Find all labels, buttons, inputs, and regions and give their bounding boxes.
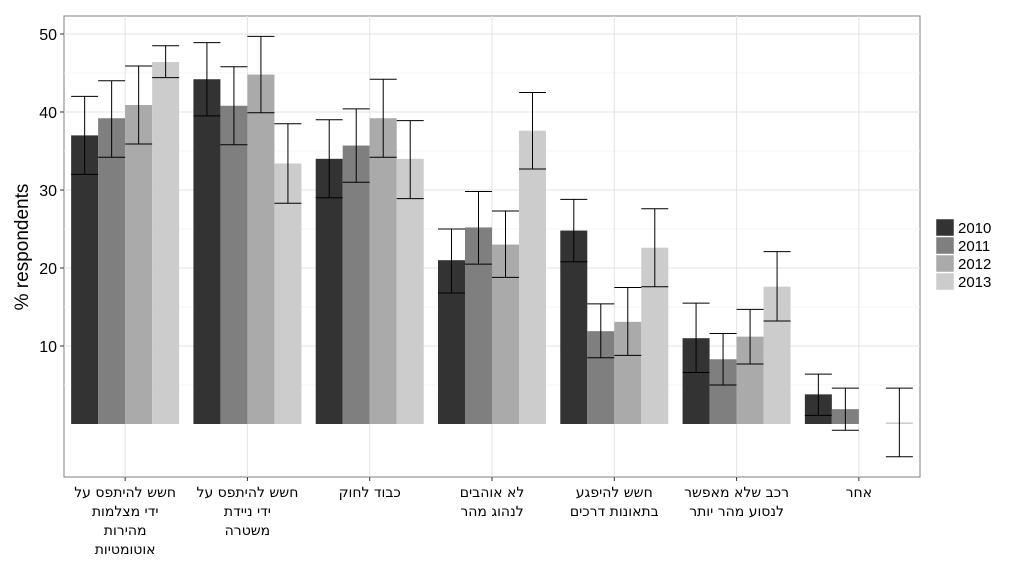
x-tick-label: חשש להיפגע בתאונות דרכים xyxy=(570,485,659,520)
x-tick-label: לא אוהבים לנהוג מהר xyxy=(460,485,525,520)
y-tick-label: 40 xyxy=(39,105,57,122)
y-axis: 10 20 30 40 50 xyxy=(39,27,64,356)
x-axis: חשש להיתפס על ידי מצלמות מהירות אוטומטיותחש… xyxy=(74,477,872,558)
legend-swatch xyxy=(935,254,955,273)
bar xyxy=(193,79,221,425)
y-tick-label: 10 xyxy=(39,339,57,356)
bar xyxy=(247,74,275,424)
x-tick-label-line: רכב שלא מאפשר xyxy=(684,485,789,501)
bar xyxy=(98,118,126,425)
legend-label: 2013 xyxy=(958,274,991,291)
x-tick-label: חשש להיתפס על ידי מצלמות מהירות אוטומטיות xyxy=(74,485,176,558)
bar xyxy=(342,145,370,425)
x-tick-label: כבוד לחוק xyxy=(339,485,401,501)
bar xyxy=(220,105,248,424)
x-tick-label-line: משטרה xyxy=(225,523,271,539)
legend-swatch xyxy=(935,218,955,237)
bar xyxy=(315,158,343,425)
x-tick-label-line: מהירות xyxy=(104,523,147,539)
legend-label: 2010 xyxy=(958,220,991,237)
bar xyxy=(125,104,153,424)
x-tick-label-line: כבוד לחוק xyxy=(339,485,401,501)
bars-layer xyxy=(71,62,913,425)
x-tick-label-line: אחר xyxy=(846,485,872,501)
y-axis-title: % respondents xyxy=(12,184,33,311)
x-tick-label-line: בתאונות דרכים xyxy=(570,504,659,520)
x-tick-label-line: לנסוע מהר יותר xyxy=(689,504,784,520)
error-bars-layer xyxy=(71,35,913,458)
y-tick-label: 20 xyxy=(39,261,57,278)
x-tick-label: רכב שלא מאפשר לנסוע מהר יותר xyxy=(684,485,789,520)
bar xyxy=(560,230,588,424)
x-tick-label-line: לא אוהבים xyxy=(460,485,525,501)
legend-label: 2011 xyxy=(958,238,990,255)
bar xyxy=(274,163,302,425)
x-tick-label-line: ידי ניידת xyxy=(224,504,271,520)
legend-swatch xyxy=(935,236,955,255)
bar xyxy=(519,130,546,424)
x-tick-label-line: אוטומטיות xyxy=(95,542,156,558)
y-tick-label: 30 xyxy=(39,183,57,200)
x-tick-label: אחר xyxy=(846,485,872,501)
bar xyxy=(71,135,99,424)
x-tick-label-line: חשש להיתפס על xyxy=(74,485,176,501)
x-tick-label: חשש להיתפס על ידי ניידת משטרה xyxy=(196,485,298,539)
legend-swatch xyxy=(935,272,955,291)
bar xyxy=(152,62,180,424)
x-tick-label-line: לנהוג מהר xyxy=(460,504,523,520)
x-tick-label-line: ידי מצלמות xyxy=(92,504,159,520)
x-tick-label-line: חשש להיפגע xyxy=(576,485,653,501)
bar xyxy=(396,158,424,425)
x-tick-label-line: חשש להיתפס על xyxy=(196,485,298,501)
y-tick-label: 50 xyxy=(39,27,57,44)
bar xyxy=(369,118,397,425)
legend-label: 2012 xyxy=(958,256,991,273)
